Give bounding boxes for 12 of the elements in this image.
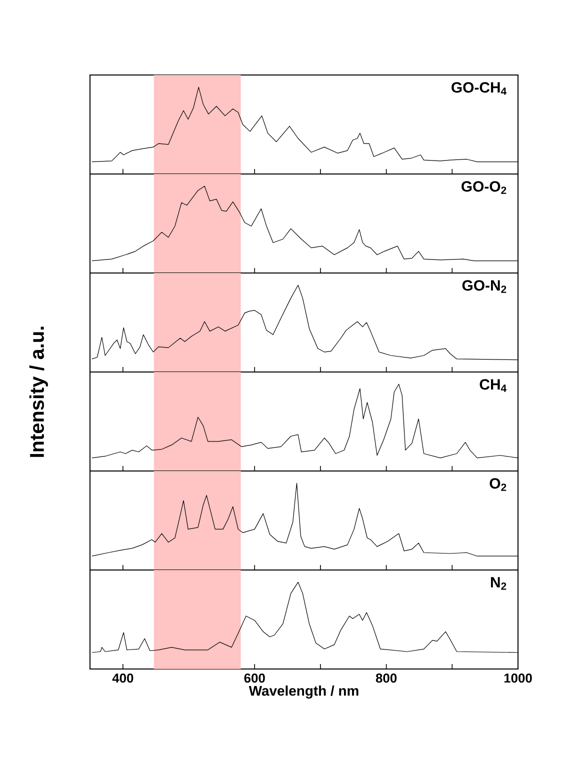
text: GO-O$_{2}$ bbox=[462, 181, 506, 194]
text: N$_{2}$ bbox=[490, 577, 506, 590]
x-tick-label: 800 bbox=[376, 674, 397, 683]
text: GO-N$_{2}$ bbox=[462, 280, 506, 293]
x-tick-label: 1000 bbox=[504, 674, 532, 683]
x-axis-title: Wavelength / nm bbox=[248, 686, 358, 699]
x-tick-label: 400 bbox=[112, 674, 134, 683]
x-tick-label: 600 bbox=[244, 674, 265, 683]
text: CH$_{4}$ bbox=[480, 379, 507, 392]
text: GO-CH$_{4}$ bbox=[452, 82, 507, 95]
y-axis-title: Intensity / a.u. bbox=[29, 326, 48, 457]
text: O$_{2}$ bbox=[490, 478, 506, 491]
